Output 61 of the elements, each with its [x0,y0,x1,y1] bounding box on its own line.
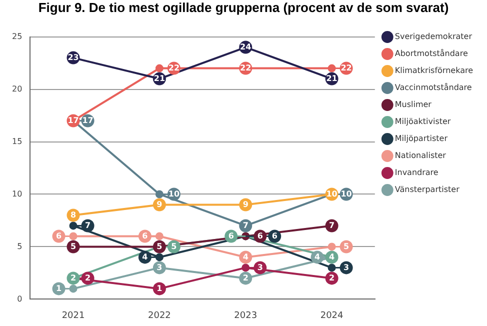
legend-label: Abortmotståndare [394,48,468,58]
y-tick-label: 20 [12,84,22,94]
data-label: 6 [228,231,234,240]
data-label: 1 [156,284,163,293]
legend-label: Klimatkrisförnekare [394,66,474,76]
chart-title: Figur 9. De tio mest ogillade grupperna (procent av de som svarat) [37,0,450,17]
data-label: 24 [240,42,252,52]
x-tick-label: 2023 [234,310,258,321]
data-label: 3 [344,262,350,272]
x-tick-label: 2021 [62,310,85,321]
y-tick-label: 0 [17,294,22,304]
data-label: 2 [84,273,91,282]
data-label: 9 [156,200,163,209]
data-label: 4 [314,252,321,262]
y-tick-label: 5 [17,242,22,251]
data-label: 21 [326,74,338,83]
legend-label: Muslimer [394,100,432,110]
data-label: 22 [340,63,352,72]
data-label: 6 [257,231,264,240]
x-tick-label: 2022 [148,310,171,321]
data-label: 10 [168,189,180,198]
data-label: 21 [154,74,166,83]
data-label: 1 [56,284,62,293]
data-label: 5 [171,242,178,251]
data-label: 2 [70,273,76,282]
data-label: 10 [326,189,338,198]
legend-label: Vaccinmotståndare [394,82,472,92]
legend-label: Nationalister [394,151,447,160]
data-label: 9 [242,200,249,209]
data-label: 6 [142,231,148,240]
data-label: 2 [242,273,248,282]
data-label: 23 [68,52,79,62]
data-label: 3 [156,262,162,272]
data-label: 5 [344,242,350,251]
data-label: 4 [142,252,148,262]
data-label: 17 [82,116,94,125]
legend-label: Miljöpartister [394,134,448,144]
data-label: 5 [70,242,76,251]
legend-label: Vänsterpartister [394,185,460,194]
y-tick-label: 25 [12,32,22,41]
data-label: 6 [272,231,278,240]
data-label: 4 [329,252,336,262]
data-label: 7 [84,220,91,230]
data-label: 6 [56,231,62,240]
data-label: 3 [257,262,263,272]
data-label: 2 [329,273,335,282]
legend-label: Invandrare [394,168,438,178]
data-label: 8 [70,210,76,220]
y-tick-label: 15 [12,136,22,146]
data-label: 7 [242,220,248,230]
data-label: 4 [242,252,249,262]
data-label: 22 [240,63,252,72]
data-label: 17 [68,116,79,125]
data-label: 10 [340,189,352,198]
data-label: 22 [168,63,180,72]
data-label: 5 [156,242,163,251]
y-tick-label: 10 [12,189,22,198]
legend-label: Sverigedemokrater [394,32,473,42]
data-label: 7 [329,220,335,230]
legend-label: Miljöaktivister [394,117,452,126]
x-tick-label: 2024 [320,310,344,321]
